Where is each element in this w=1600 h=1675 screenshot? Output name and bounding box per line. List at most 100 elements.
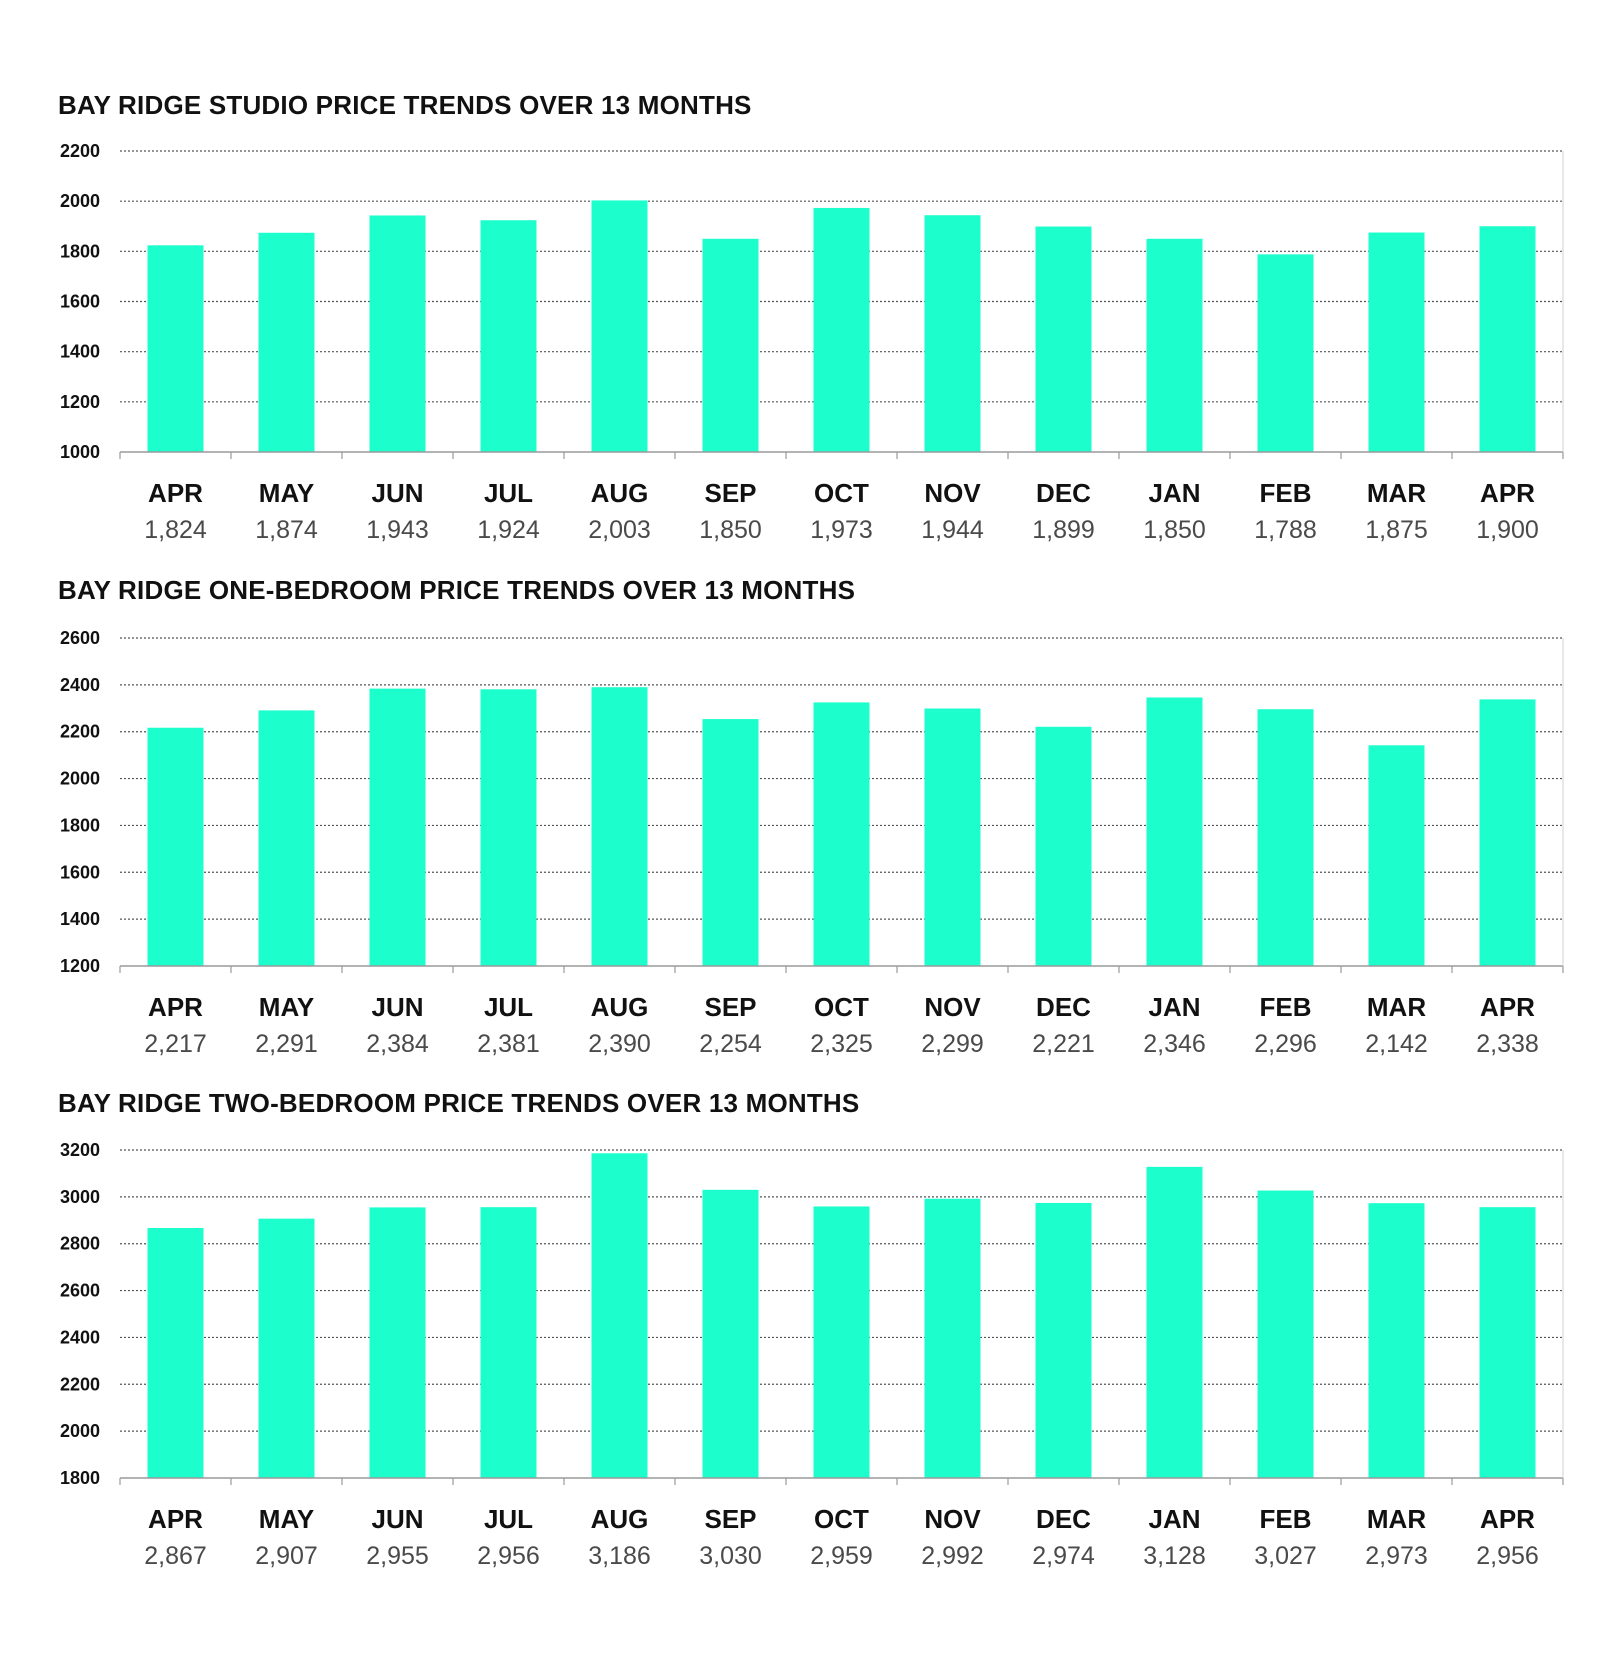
x-category-label: DEC [1036,478,1091,508]
bar [147,1228,204,1478]
data-value-label: 3,128 [1143,1542,1206,1570]
y-tick-label: 1000 [60,442,100,462]
chart-title: BAY RIDGE ONE-BEDROOM PRICE TRENDS OVER … [58,575,856,605]
x-category-label: APR [1480,1504,1535,1534]
x-category-label: AUG [591,1504,649,1534]
data-value-label: 1,924 [477,516,540,544]
data-value-label: 1,900 [1476,516,1539,544]
bar [147,245,204,452]
y-tick-label: 2000 [60,769,100,789]
x-category-label: JAN [1148,478,1200,508]
data-value-label: 2,291 [255,1030,318,1058]
bar [1035,726,1092,966]
data-value-label: 2,217 [144,1030,207,1058]
x-category-label: AUG [591,992,649,1022]
bar [813,207,870,452]
y-tick-label: 1400 [60,342,100,362]
data-value-label: 2,338 [1476,1030,1539,1058]
data-value-label: 2,346 [1143,1030,1206,1058]
data-value-label: 1,973 [810,516,873,544]
x-category-label: JAN [1148,1504,1200,1534]
bar [1146,1166,1203,1478]
data-value-label: 3,027 [1254,1542,1317,1570]
x-category-label: FEB [1260,1504,1312,1534]
y-tick-label: 2400 [60,1327,100,1347]
data-value-label: 2,956 [1476,1542,1539,1570]
y-tick-label: 3000 [60,1187,100,1207]
bar [1479,226,1536,452]
x-category-label: APR [148,992,203,1022]
data-value-label: 2,956 [477,1542,540,1570]
x-category-label: JUN [371,1504,423,1534]
y-tick-label: 2200 [60,141,100,161]
bar [1368,232,1425,452]
x-category-label: MAY [259,992,314,1022]
x-category-label: APR [1480,478,1535,508]
bar [702,719,759,966]
chart-title: BAY RIDGE TWO-BEDROOM PRICE TRENDS OVER … [58,1088,860,1118]
x-category-label: APR [148,1504,203,1534]
x-category-label: JUN [371,992,423,1022]
y-tick-label: 2600 [60,628,100,648]
data-value-label: 1,875 [1365,516,1428,544]
bar [369,215,426,452]
data-value-label: 1,850 [1143,516,1206,544]
bar [924,1198,981,1478]
bar [1035,1202,1092,1478]
bar-chart-svg: 1800 2000 2200 2400 2600 2800 3000 3200 APR 2,867… [60,1140,1564,1570]
y-tick-label: 1400 [60,909,100,929]
bar [1146,238,1203,452]
data-value-label: 2,299 [921,1030,984,1058]
bar [1368,1203,1425,1478]
y-tick-label: 2600 [60,1281,100,1301]
data-value-label: 3,030 [699,1542,762,1570]
bar [1257,254,1314,452]
x-category-label: APR [1480,992,1535,1022]
bar-chart-svg: 1000 1200 1400 1600 1800 2000 2200 APR 1,824 MAY 1… [60,141,1564,544]
data-value-label: 2,992 [921,1542,984,1570]
bar [480,689,537,966]
data-value-label: 1,944 [921,516,984,544]
x-category-label: OCT [814,992,869,1022]
x-category-label: MAR [1367,992,1426,1022]
x-category-label: FEB [1260,992,1312,1022]
x-category-label: OCT [814,478,869,508]
data-value-label: 2,221 [1032,1030,1095,1058]
bar [1257,709,1314,966]
data-value-label: 2,973 [1365,1542,1428,1570]
chart-title: BAY RIDGE STUDIO PRICE TRENDS OVER 13 MO… [58,90,752,120]
data-value-label: 2,003 [588,516,651,544]
x-category-label: MAY [259,478,314,508]
bar [258,1218,315,1478]
y-tick-label: 2200 [60,722,100,742]
bar [591,1153,648,1478]
bar [813,702,870,966]
data-value-label: 3,186 [588,1542,651,1570]
bar [591,687,648,966]
bar [480,220,537,452]
data-value-label: 2,907 [255,1542,318,1570]
x-category-label: JUN [371,478,423,508]
x-category-label: MAR [1367,478,1426,508]
data-value-label: 2,959 [810,1542,873,1570]
y-tick-label: 2400 [60,675,100,695]
bar [702,238,759,452]
x-category-label: MAR [1367,1504,1426,1534]
x-category-label: MAY [259,1504,314,1534]
bar [1035,226,1092,452]
bar [258,232,315,452]
x-category-label: APR [148,478,203,508]
bar [1479,699,1536,966]
data-value-label: 1,850 [699,516,762,544]
x-category-label: SEP [704,1504,756,1534]
y-tick-label: 3200 [60,1140,100,1160]
x-category-label: JUL [484,1504,533,1534]
bar [369,688,426,966]
x-category-label: AUG [591,478,649,508]
x-category-label: DEC [1036,992,1091,1022]
bar [924,215,981,452]
data-value-label: 2,296 [1254,1030,1317,1058]
bar [258,710,315,966]
x-category-label: JUL [484,478,533,508]
data-value-label: 2,955 [366,1542,429,1570]
